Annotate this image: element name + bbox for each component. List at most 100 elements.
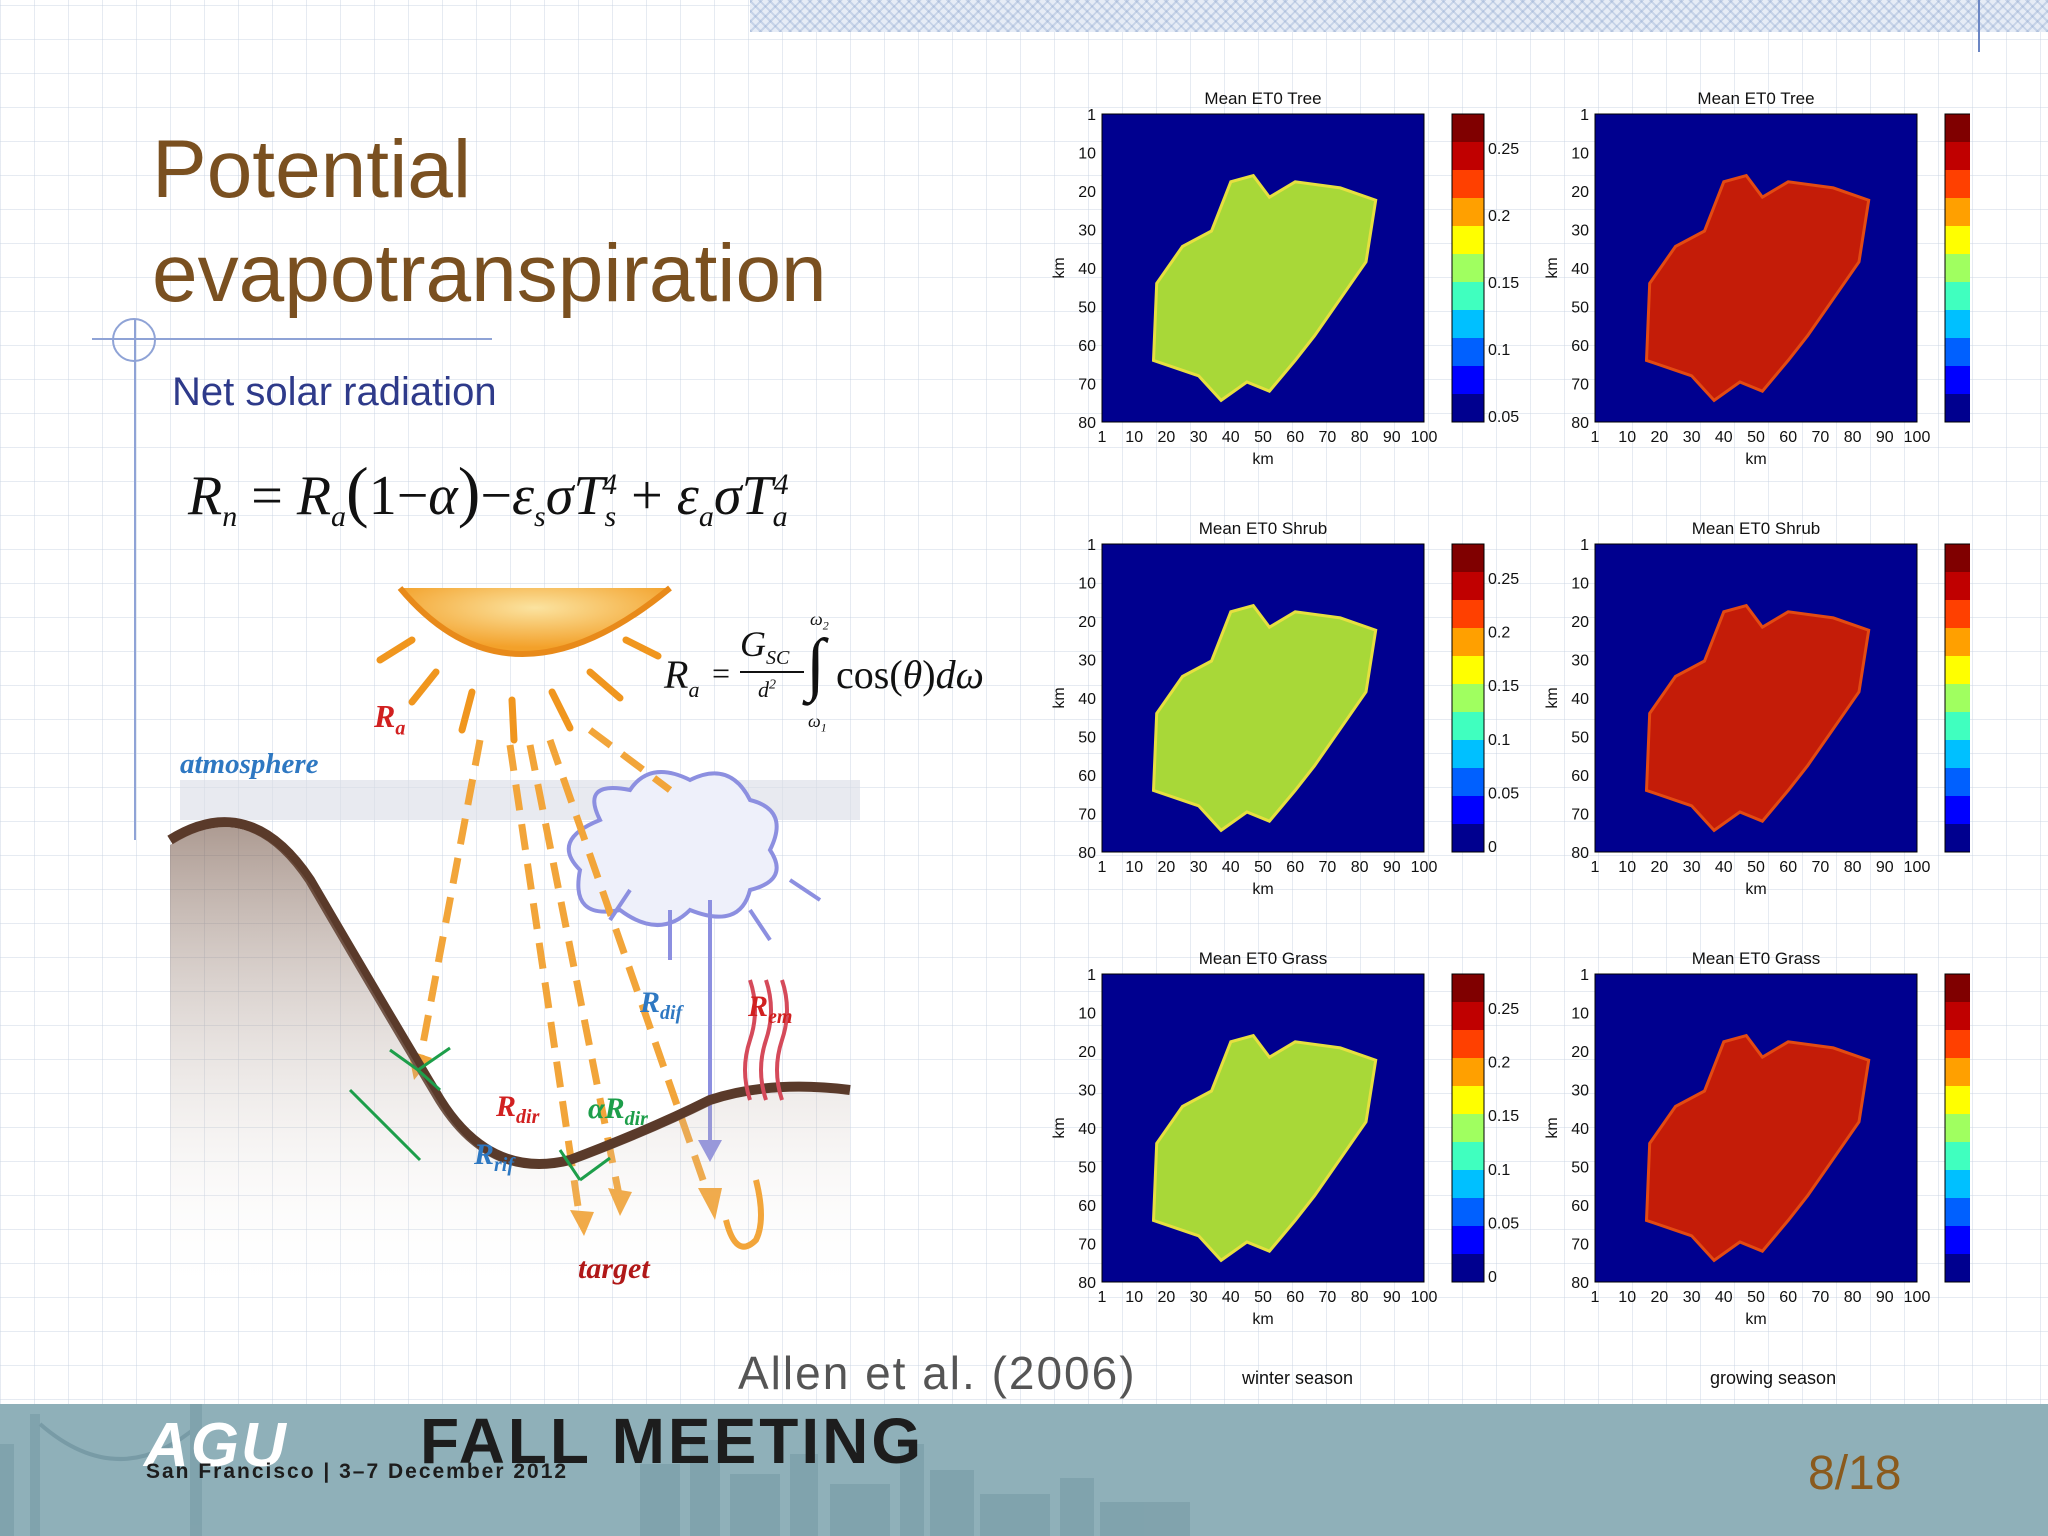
colorbar-segment: [1945, 142, 1970, 171]
colorbar-frame: [1451, 113, 1485, 423]
x-tick-label: 30: [1190, 859, 1208, 876]
y-tick-label: 40: [1571, 261, 1589, 278]
meeting-name: FALL MEETING: [420, 1405, 925, 1477]
x-tick-label: 50: [1747, 429, 1765, 446]
colorbar-segment: [1945, 114, 1970, 143]
y-tick-label: 20: [1571, 184, 1589, 201]
colorbar-segment: [1945, 796, 1970, 825]
colorbar-tick-label: 0.1: [1488, 732, 1510, 749]
x-tick-label: 20: [1651, 429, 1669, 446]
colorbar-segment: [1452, 226, 1484, 255]
colorbar-frame: [1944, 543, 1970, 853]
x-tick-label: 80: [1351, 429, 1369, 446]
y-axis-label: km: [1051, 257, 1068, 278]
panel-title: Mean ET0 Tree: [1697, 89, 1814, 108]
y-tick-label: 80: [1571, 415, 1589, 432]
label-rdir: Rdir: [496, 1090, 540, 1128]
x-axis-label: km: [1745, 1311, 1766, 1328]
x-tick-label: 30: [1190, 429, 1208, 446]
x-tick-label: 60: [1286, 1289, 1304, 1306]
colorbar-segment: [1452, 338, 1484, 367]
colorbar-segment: [1945, 226, 1970, 255]
x-tick-label: 10: [1125, 859, 1143, 876]
colorbar-frame: [1451, 543, 1485, 853]
label-atmosphere: atmosphere: [180, 748, 319, 780]
label-rrif: Rrif: [474, 1138, 515, 1176]
y-tick-label: 30: [1078, 1083, 1096, 1100]
colorbar-segment: [1452, 712, 1484, 741]
y-tick-label: 70: [1078, 377, 1096, 394]
panel-title: Mean ET0 Shrub: [1692, 519, 1821, 538]
y-tick-label: 30: [1571, 1083, 1589, 1100]
x-tick-label: 40: [1222, 1289, 1240, 1306]
x-tick-label: 60: [1286, 429, 1304, 446]
catchment-region: [1151, 173, 1378, 403]
y-tick-label: 80: [1078, 415, 1096, 432]
x-tick-label: 70: [1812, 1289, 1830, 1306]
colorbar-segment: [1452, 824, 1484, 853]
colorbar-segment: [1945, 712, 1970, 741]
y-tick-label: 50: [1078, 300, 1096, 317]
y-tick-label: 80: [1571, 1275, 1589, 1292]
x-tick-label: 10: [1125, 1289, 1143, 1306]
y-tick-label: 10: [1571, 146, 1589, 163]
x-tick-label: 30: [1683, 859, 1701, 876]
season-label-winter: winter season: [1242, 1368, 1354, 1388]
x-tick-label: 100: [1411, 429, 1438, 446]
label-target: target: [578, 1252, 650, 1285]
y-tick-label: 40: [1078, 691, 1096, 708]
colorbar-segment: [1945, 740, 1970, 769]
x-tick-label: 90: [1383, 1289, 1401, 1306]
colorbar-segment: [1945, 656, 1970, 685]
colorbar-tick-label: 0.1: [1488, 342, 1510, 359]
x-tick-label: 90: [1383, 429, 1401, 446]
x-tick-label: 90: [1876, 429, 1894, 446]
catchment-region: [1644, 173, 1871, 403]
x-tick-label: 1: [1098, 859, 1107, 876]
x-tick-label: 30: [1190, 1289, 1208, 1306]
colorbar-segment: [1452, 1170, 1484, 1199]
colorbar-segment: [1452, 974, 1484, 1003]
panel-title: Mean ET0 Tree: [1204, 89, 1321, 108]
colorbar-segment: [1945, 1058, 1970, 1087]
y-tick-label: 20: [1078, 614, 1096, 631]
extraterrestrial-radiation-equation: Ra = GSC d2 ∫ ω2 ω1 cos(θ)dω: [664, 609, 984, 735]
x-tick-label: 10: [1618, 859, 1636, 876]
x-tick-label: 50: [1254, 429, 1272, 446]
title-underline: [92, 338, 492, 340]
slide-title: Potential evapotranspiration: [152, 118, 827, 326]
y-tick-label: 50: [1571, 1160, 1589, 1177]
colorbar-segment: [1452, 628, 1484, 657]
x-tick-label: 20: [1158, 429, 1176, 446]
colorbar-segment: [1452, 1226, 1484, 1255]
colorbar-segment: [1452, 600, 1484, 629]
x-tick-label: 80: [1844, 859, 1862, 876]
top-accent-tick: [1978, 0, 1980, 52]
left-vertical-rule: [134, 320, 136, 840]
label-rdif: Rdif: [640, 986, 683, 1024]
x-tick-label: 90: [1876, 859, 1894, 876]
x-tick-label: 60: [1779, 1289, 1797, 1306]
x-axis-label: km: [1252, 451, 1273, 468]
colorbar-segment: [1945, 1198, 1970, 1227]
x-tick-label: 100: [1904, 1289, 1931, 1306]
colorbar-segment: [1945, 824, 1970, 853]
label-alpha-rdir: αRdir: [588, 1092, 648, 1130]
subtitle: Net solar radiation: [172, 370, 497, 414]
x-tick-label: 70: [1319, 859, 1337, 876]
panel-title: Mean ET0 Shrub: [1199, 519, 1328, 538]
footer-band: [0, 1404, 2048, 1536]
colorbar-segment: [1945, 974, 1970, 1003]
x-tick-label: 1: [1098, 1289, 1107, 1306]
colorbar-segment: [1945, 198, 1970, 227]
colorbar-segment: [1452, 310, 1484, 339]
colorbar-tick-label: 0.2: [1488, 1055, 1510, 1072]
x-tick-label: 70: [1319, 429, 1337, 446]
catchment-region: [1151, 603, 1378, 833]
x-tick-label: 40: [1222, 859, 1240, 876]
colorbar-tick-label: 0.15: [1488, 275, 1519, 292]
x-tick-label: 100: [1411, 859, 1438, 876]
x-tick-label: 1: [1591, 1289, 1600, 1306]
